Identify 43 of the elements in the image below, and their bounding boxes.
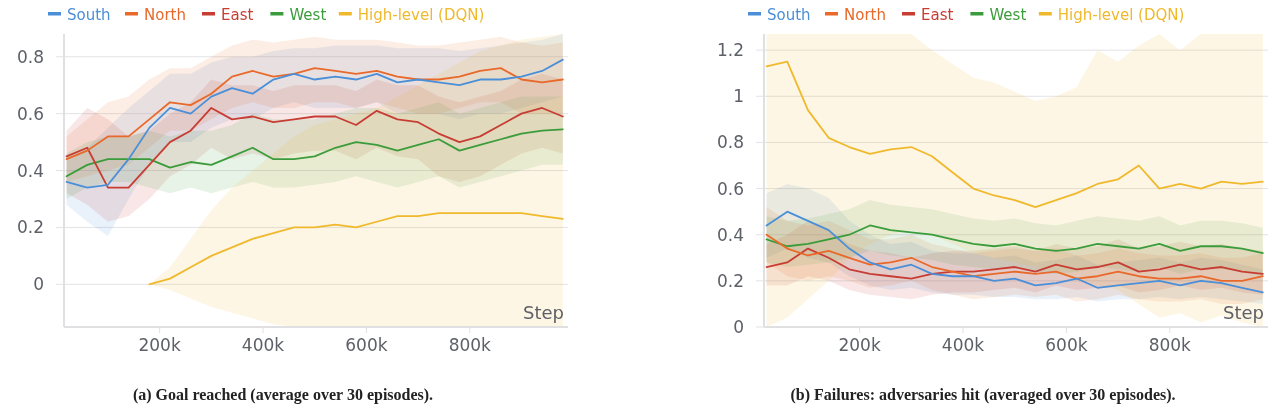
y-tick-label: 0.8 [16, 46, 44, 67]
y-tick-label: 1.2 [716, 40, 744, 61]
legend-label: High-level (DQN) [357, 6, 485, 24]
y-tick-label: 0 [33, 274, 44, 295]
y-tick-label: 1 [733, 86, 744, 107]
y-tick-label: 0 [733, 317, 744, 337]
legend-label: South [67, 6, 111, 24]
x-tick-label: 800k [1148, 335, 1192, 355]
x-tick-label: 600k [1045, 335, 1088, 355]
line-series [65, 58, 564, 189]
line-series [765, 224, 1264, 255]
y-tick-label: 0.2 [716, 270, 744, 291]
x-axis-title: Step [1223, 302, 1264, 323]
y-tick-label: 0.4 [16, 160, 44, 181]
y-tick-label: 0.8 [716, 132, 744, 153]
line-series [65, 67, 564, 161]
line-series [765, 233, 1264, 282]
legend-label: North [144, 6, 186, 24]
legend-label: West [289, 6, 327, 24]
x-tick-label: 600k [345, 335, 388, 355]
line-series [148, 212, 564, 286]
text: (a) Goal reached (average over 30 episodes). [132, 386, 434, 404]
line-series [65, 107, 564, 189]
y-tick-label: 0.4 [716, 224, 744, 245]
y-tick-label: 0.6 [16, 103, 44, 124]
x-tick-label: 200k [138, 335, 181, 355]
line-series [765, 247, 1264, 280]
line-series [65, 128, 564, 178]
legend-label: North [844, 6, 886, 24]
legend-label: East [921, 6, 954, 24]
legend-label: West [989, 6, 1027, 24]
text: (b) Failures: adversaries hit (averaged over 30 episodes). [790, 386, 1176, 404]
x-tick-label: 400k [241, 335, 285, 355]
legend-label: East [221, 6, 254, 24]
legend-label: South [767, 6, 811, 24]
x-tick-label: 800k [448, 335, 492, 355]
legend-label: High-level (DQN) [1057, 6, 1185, 24]
line-series [765, 60, 1264, 208]
y-tick-label: 0.6 [716, 178, 744, 199]
x-tick-label: 200k [838, 335, 881, 355]
y-tick-label: 0.2 [16, 217, 44, 238]
x-tick-label: 400k [941, 335, 985, 355]
x-axis-title: Step [523, 302, 564, 323]
